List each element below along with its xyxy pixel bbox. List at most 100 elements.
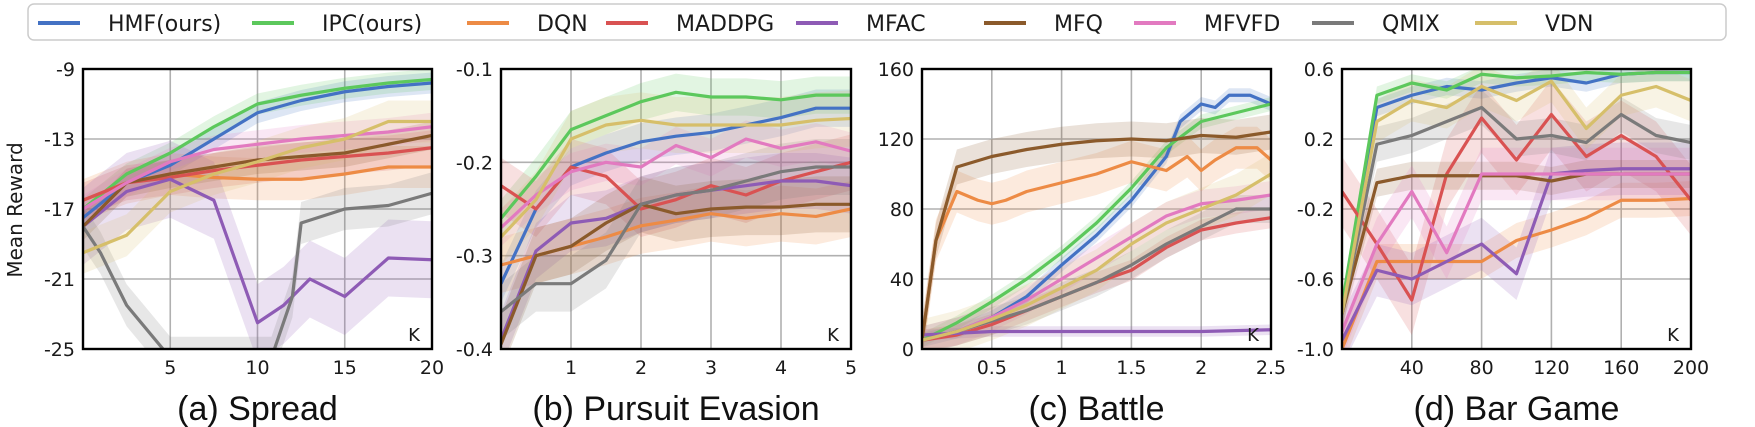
- band-mfq: [83, 121, 432, 241]
- band-ipc-ours: [1342, 69, 1691, 314]
- panel-caption: (a) Spread: [177, 390, 338, 427]
- y-tick-label: -0.1: [456, 59, 493, 81]
- band-vdn: [83, 100, 432, 274]
- series-line-ipc-ours: [501, 90, 851, 220]
- panel-caption: (d) Bar Game: [1414, 390, 1620, 427]
- band-mfac: [1342, 142, 1691, 349]
- y-tick-label: 160: [878, 59, 914, 81]
- y-tick-label: -9: [56, 59, 75, 81]
- x-tick-label: 1.5: [1116, 357, 1146, 379]
- y-tick-label: -0.4: [456, 339, 493, 361]
- x-tick-label: 120: [1533, 357, 1569, 379]
- legend-label-mfvfd: MFVFD: [1204, 12, 1280, 37]
- y-tick-label: -0.6: [1297, 269, 1334, 291]
- y-tick-label: 120: [878, 129, 914, 151]
- y-tick-label: -0.2: [1297, 199, 1334, 221]
- band-vdn: [1342, 69, 1691, 335]
- series-line-dqn: [1342, 196, 1691, 349]
- legend-label-qmix: QMIX: [1382, 12, 1440, 37]
- x-tick-label: 2.5: [1256, 357, 1286, 379]
- axes-frame: [920, 67, 1273, 351]
- x-tick-label: 5: [845, 357, 857, 379]
- series-line-dqn: [922, 146, 1271, 341]
- y-tick-label: -17: [44, 199, 75, 221]
- x-tick-label: 10: [245, 357, 269, 379]
- series-line-vdn: [501, 116, 851, 239]
- legend-label-hmf-ours: HMF(ours): [108, 12, 221, 37]
- series-line-ipc-ours: [1342, 70, 1691, 306]
- legend-label-mfac: MFAC: [866, 12, 926, 37]
- x-tick-label: 5: [164, 357, 176, 379]
- y-tick-label: 0.2: [1304, 129, 1334, 151]
- series-line-ipc-ours: [83, 77, 432, 211]
- plot-area: [501, 73, 851, 349]
- series-line-maddpg: [1342, 112, 1691, 302]
- series-line-qmix: [501, 165, 851, 313]
- band-dqn: [922, 126, 1271, 349]
- y-tick-label: 0.6: [1304, 59, 1334, 81]
- panel-3: 0.5 1 1.5 2 2.5 0 40 80 120 160 K (c) Battle: [878, 59, 1286, 427]
- series-line-mfac: [922, 328, 1271, 337]
- y-tick-label: -0.3: [456, 246, 493, 268]
- series-line-qmix: [83, 191, 432, 349]
- band-dqn: [1342, 181, 1691, 349]
- x-unit-label: K: [1667, 325, 1680, 346]
- panel-caption: (c) Battle: [1028, 390, 1164, 427]
- y-tick-label: -25: [44, 339, 75, 361]
- band-ipc-ours: [501, 73, 851, 238]
- plot-area: [1342, 69, 1691, 349]
- band-ipc-ours: [83, 69, 432, 220]
- x-unit-label: K: [408, 325, 421, 346]
- y-tick-label: -0.2: [456, 152, 493, 174]
- x-tick-label: 2: [635, 357, 647, 379]
- x-tick-label: 80: [1470, 357, 1494, 379]
- legend-label-ipc-ours: IPC(ours): [322, 12, 422, 37]
- band-qmix: [83, 172, 432, 349]
- x-tick-label: 3: [705, 357, 717, 379]
- legend-frame: [27, 3, 1727, 41]
- series-line-mfq: [501, 202, 851, 345]
- panel-4: 40 80 120 160 200 -1.0 -0.6 -0.2 0.2 0.6 K (d) Bar …: [1297, 59, 1709, 427]
- legend-label-vdn: VDN: [1545, 12, 1593, 37]
- y-tick-label: -1.0: [1297, 339, 1334, 361]
- legend-label-dqn: DQN: [537, 12, 588, 37]
- y-tick-label: 80: [890, 199, 914, 221]
- x-tick-label: 160: [1603, 357, 1639, 379]
- y-tick-label: 0: [902, 339, 914, 361]
- plot-area: [922, 88, 1271, 349]
- band-mfac: [501, 153, 851, 349]
- x-tick-label: 200: [1673, 357, 1709, 379]
- y-tick-label: -21: [44, 269, 75, 291]
- panel-1: 5 10 15 20 -25 -21 -17 -13 -9 K (a) Spread: [44, 59, 444, 427]
- band-mfvfd: [1342, 147, 1691, 349]
- band-vdn: [501, 90, 851, 265]
- y-axis-label: Mean Reward: [3, 142, 27, 277]
- band-mfq: [1342, 160, 1691, 328]
- series-line-mfac: [83, 177, 432, 325]
- x-tick-label: 1: [1056, 357, 1068, 379]
- x-unit-label: K: [1247, 325, 1260, 346]
- x-tick-label: 4: [775, 357, 787, 379]
- axes-frame: [499, 67, 853, 351]
- x-tick-label: 0.5: [977, 357, 1007, 379]
- panel-2: 1 2 3 4 5 -0.4 -0.3 -0.2 -0.1 K (b) Pursuit Evasio…: [456, 59, 857, 427]
- axes-frame: [1340, 67, 1693, 351]
- x-tick-label: 1: [565, 357, 577, 379]
- x-tick-label: 40: [1400, 357, 1424, 379]
- legend-label-mfq: MFQ: [1054, 12, 1103, 37]
- axes-frame: [81, 67, 434, 351]
- legend-label-maddpg: MADDPG: [676, 12, 774, 37]
- series-line-mfvfd: [83, 125, 432, 211]
- series-line-mfq: [922, 130, 1271, 341]
- plot-area: [83, 69, 432, 349]
- x-tick-label: 2: [1195, 357, 1207, 379]
- band-dqn: [501, 181, 851, 293]
- legend: HMF(ours) IPC(ours) DQN MADDPG MFAC MFQ MFVFD Q…: [27, 3, 1727, 41]
- x-tick-label: 20: [420, 357, 444, 379]
- y-tick-label: -13: [44, 129, 75, 151]
- band-vdn: [922, 153, 1271, 349]
- series-line-qmix: [1342, 105, 1691, 315]
- series-line-mfvfd: [1342, 172, 1691, 333]
